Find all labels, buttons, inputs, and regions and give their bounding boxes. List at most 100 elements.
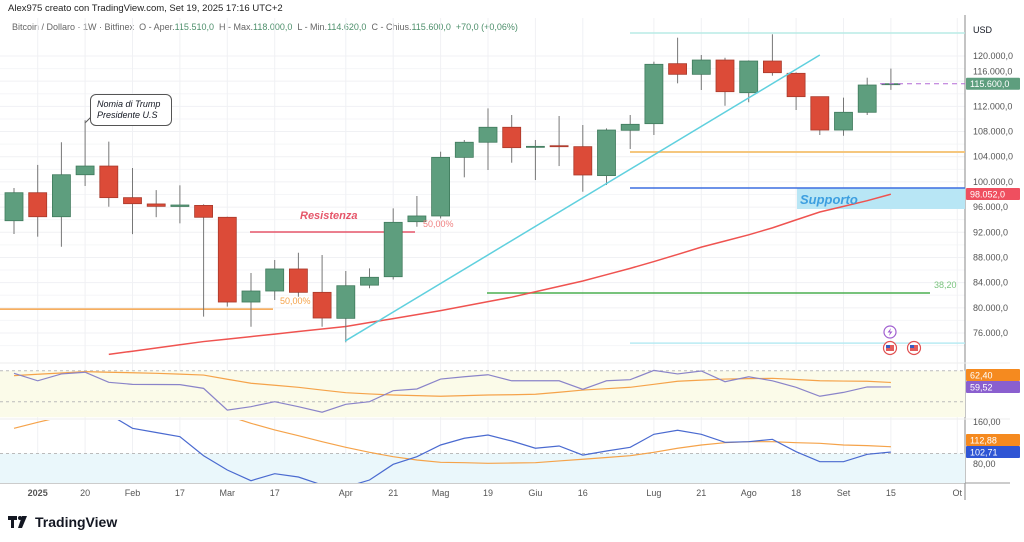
change-value: +70,0 (+0,06%) — [455, 22, 518, 32]
flag-canton — [886, 345, 890, 348]
ma-value-badge: 98.052,0 — [970, 190, 1005, 200]
candle-up[interactable] — [478, 126, 498, 143]
candle-down[interactable] — [810, 96, 830, 131]
currency-label[interactable]: USD — [973, 25, 993, 35]
time-tick-label: Ago — [741, 488, 757, 498]
price-tick-label: 120.000,0 — [973, 51, 1013, 61]
candle-up[interactable] — [620, 123, 640, 131]
rsi-value-badge: 59,52 — [970, 383, 993, 393]
brand-name: TradingView — [35, 514, 118, 530]
candle-up[interactable] — [241, 290, 261, 303]
candle-down[interactable] — [123, 197, 142, 205]
candle-up[interactable] — [4, 192, 24, 222]
price-tick-label: 100.000,0 — [973, 177, 1013, 187]
time-tick-label: 15 — [886, 488, 896, 498]
candle-up[interactable] — [336, 285, 356, 319]
open-label: O - Aper. — [139, 22, 175, 32]
candle-down[interactable] — [194, 204, 214, 218]
time-tick-label: 20 — [80, 488, 90, 498]
candle-down[interactable] — [573, 146, 593, 176]
price-tick-label: 116.000,0 — [973, 67, 1012, 77]
candle-down[interactable] — [288, 268, 308, 293]
rsi-ma-badge: 62,40 — [970, 371, 993, 381]
candle-up[interactable] — [644, 63, 664, 125]
candle-up[interactable] — [52, 174, 71, 218]
chart-caption: Alex975 creato con TradingView.com, Set … — [8, 3, 283, 14]
candle-down[interactable] — [217, 216, 237, 303]
resistance-label[interactable]: Resistenza — [300, 210, 358, 222]
candle-down[interactable] — [549, 145, 569, 148]
time-tick-label: Set — [837, 488, 851, 498]
candle-down[interactable] — [715, 59, 735, 93]
time-tick-label: 17 — [270, 488, 280, 498]
candle-up[interactable] — [526, 145, 545, 148]
candle-up[interactable] — [691, 59, 711, 75]
price-tick-label: 84.000,0 — [973, 278, 1008, 288]
candle-up[interactable] — [383, 221, 403, 278]
last-price-badge-bg — [966, 77, 1020, 90]
oscillator-tick-label: 80,00 — [973, 459, 996, 469]
time-tick-label: Giu — [528, 488, 542, 498]
candle-up[interactable] — [265, 268, 285, 292]
candle-up[interactable] — [431, 156, 451, 217]
oscillator-band — [0, 453, 965, 483]
high-value: 118.000,0 — [253, 22, 293, 32]
candle-down[interactable] — [668, 63, 687, 75]
candle-up[interactable] — [360, 276, 379, 286]
time-tick-label: 17 — [175, 488, 185, 498]
oscillator-ma-badge: 112,88 — [970, 436, 997, 446]
close-value: 115.600,0 — [411, 22, 451, 32]
callout-line-2: Presidente U.S — [97, 110, 158, 120]
time-tick-label: Ot — [953, 488, 963, 498]
fib-50-left-label: 50,00% — [280, 296, 311, 306]
candle-up[interactable] — [170, 204, 190, 207]
oscillator-line — [117, 420, 891, 483]
price-tick-label: 96.000,0 — [973, 202, 1008, 212]
candle-up[interactable] — [407, 215, 427, 223]
oscillator-value-badge-bg — [966, 446, 1020, 458]
low-label: L - Min. — [297, 22, 328, 32]
time-tick-label: 16 — [578, 488, 588, 498]
time-tick-label: Mag — [432, 488, 450, 498]
price-tick-label: 92.000,0 — [973, 227, 1008, 237]
support-label[interactable]: Supporto — [800, 192, 858, 207]
candle-down[interactable] — [502, 126, 522, 149]
fib-50-mid-label: 50,00% — [423, 219, 454, 229]
time-tick-label: Apr — [339, 488, 353, 498]
candle-down[interactable] — [99, 165, 119, 199]
time-tick-label: 19 — [483, 488, 493, 498]
last-price-badge: 115.600,0 — [970, 79, 1009, 89]
candle-up[interactable] — [834, 111, 853, 131]
support-zone[interactable] — [797, 188, 965, 209]
close-label: C - Chius. — [371, 22, 412, 32]
candle-down[interactable] — [146, 203, 166, 207]
candle-up[interactable] — [454, 141, 474, 158]
open-value: 115.510,0 — [174, 22, 214, 32]
candle-up[interactable] — [857, 84, 877, 113]
time-tick-label: 18 — [791, 488, 801, 498]
tradingview-logo-icon — [8, 516, 27, 528]
rsi-ma-badge-bg — [966, 369, 1020, 381]
candle-down[interactable] — [312, 291, 332, 319]
callout-note[interactable]: Nomia di Trump Presidente U.S — [90, 94, 172, 126]
fib-382-label: 38,20 — [934, 280, 957, 290]
candle-up[interactable] — [597, 129, 616, 177]
candle-down[interactable] — [786, 72, 806, 98]
candle-up[interactable] — [75, 165, 95, 176]
price-tick-label: 76.000,0 — [973, 328, 1008, 338]
candle-down[interactable] — [28, 192, 48, 218]
flag-canton — [910, 345, 914, 348]
symbol-label[interactable]: Bitcoin / Dollaro · 1W · Bitfinex — [12, 22, 135, 32]
oscillator-value-badge: 102,71 — [970, 448, 998, 458]
trendline[interactable] — [344, 54, 821, 342]
time-tick-label: 21 — [696, 488, 706, 498]
moving-average-line[interactable] — [108, 193, 892, 356]
price-tick-label: 104.000,0 — [973, 152, 1013, 162]
price-tick-label: 80.000,0 — [973, 303, 1008, 313]
tradingview-logo[interactable]: TradingView — [8, 514, 117, 530]
candle-down[interactable] — [763, 60, 782, 74]
rsi-band — [0, 370, 965, 418]
candle-up[interactable] — [739, 60, 759, 94]
callout-line-1: Nomia di Trump — [97, 99, 161, 109]
